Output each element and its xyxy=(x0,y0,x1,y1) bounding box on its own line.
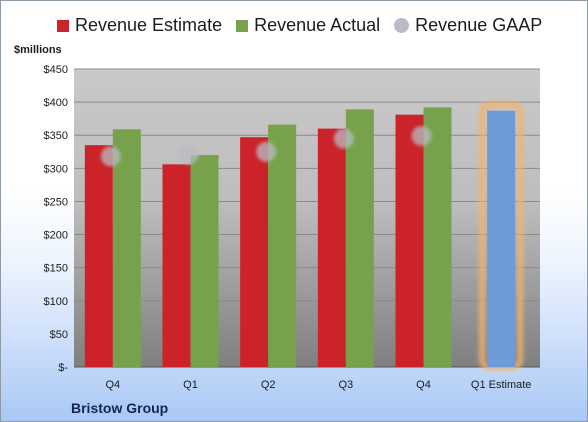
marker-revenue-gaap xyxy=(333,128,354,149)
x-tick-label: Q2 xyxy=(261,379,276,391)
bar-revenue-actual xyxy=(345,109,374,367)
x-tick-label: Q4 xyxy=(105,379,120,391)
marker-revenue-gaap xyxy=(100,146,121,167)
bar-revenue-estimate xyxy=(395,114,424,368)
y-tick-label: $400 xyxy=(44,97,68,109)
legend-label-revenue-estimate: Revenue Estimate xyxy=(75,15,223,35)
y-tick-label: $200 xyxy=(44,230,68,242)
marker-revenue-gaap xyxy=(256,141,277,162)
legend-item-revenue-gaap: Revenue GAAP xyxy=(394,15,542,36)
y-tick-label: $450 xyxy=(44,64,68,76)
company-name: Bristow Group xyxy=(71,400,169,416)
chart-legend: Revenue Estimate Revenue Actual Revenue … xyxy=(57,15,556,36)
plot-area xyxy=(74,69,540,367)
bar-revenue-actual xyxy=(190,155,219,367)
legend-swatch-revenue-estimate xyxy=(57,19,69,32)
x-tick-label: Q1 Estimate xyxy=(471,379,532,391)
y-tick-label: $300 xyxy=(44,163,68,175)
legend-swatch-revenue-gaap xyxy=(394,18,410,33)
legend-item-revenue-actual: Revenue Actual xyxy=(236,15,380,36)
y-axis-unit-label: $millions xyxy=(14,44,62,56)
y-tick-label: $50 xyxy=(50,329,68,341)
marker-revenue-gaap xyxy=(178,144,199,165)
x-tick-label: Q3 xyxy=(338,379,353,391)
x-tick-label: Q1 xyxy=(183,379,198,391)
legend-item-revenue-estimate: Revenue Estimate xyxy=(57,15,222,36)
y-tick-label: $250 xyxy=(44,196,68,208)
bar-forecast xyxy=(487,110,516,367)
bar-revenue-estimate xyxy=(317,128,346,367)
bar-revenue-estimate xyxy=(162,164,191,367)
legend-label-revenue-actual: Revenue Actual xyxy=(254,15,381,35)
bar-revenue-estimate xyxy=(240,137,269,367)
y-tick-label: $150 xyxy=(44,263,68,275)
bar-revenue-actual xyxy=(112,129,141,367)
y-tick-label: $- xyxy=(58,362,68,374)
bar-revenue-actual xyxy=(423,107,452,368)
legend-label-revenue-gaap: Revenue GAAP xyxy=(415,15,543,35)
bar-revenue-actual xyxy=(268,124,297,367)
y-tick-label: $350 xyxy=(44,130,68,142)
bar-revenue-estimate xyxy=(84,145,113,367)
y-tick-label: $100 xyxy=(44,296,68,308)
x-tick-label: Q4 xyxy=(416,379,431,391)
legend-swatch-revenue-actual xyxy=(236,19,249,32)
marker-revenue-gaap xyxy=(411,125,432,146)
